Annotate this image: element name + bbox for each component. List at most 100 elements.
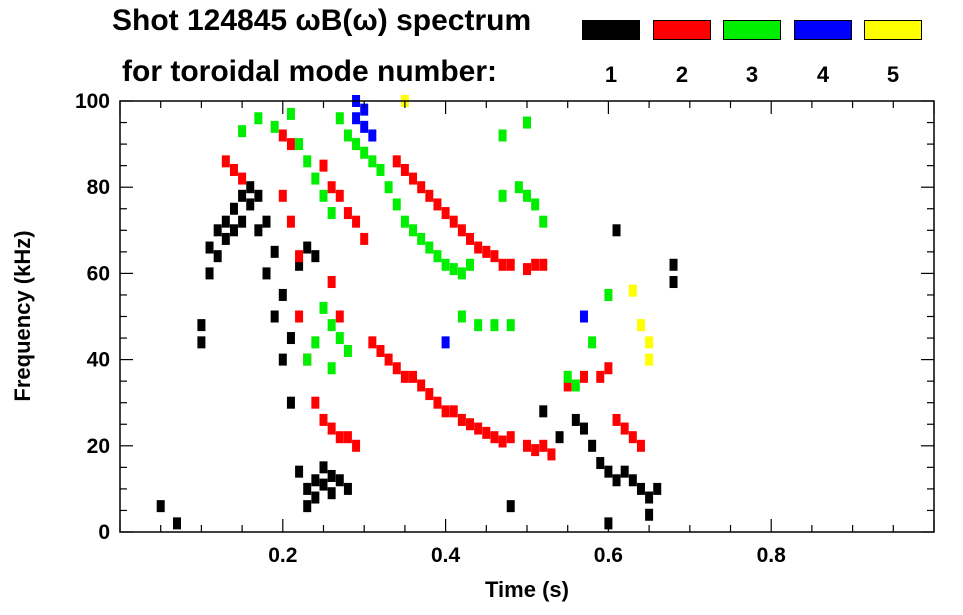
spectrum-point-mode-2 <box>579 370 588 383</box>
spectrum-point-mode-2 <box>523 263 531 276</box>
x-axis-title: Time (s) <box>485 577 569 602</box>
spectrum-point-mode-1 <box>612 474 621 487</box>
spectrum-point-mode-4 <box>360 120 369 133</box>
spectrum-point-mode-1 <box>262 267 271 280</box>
spectrum-point-mode-2 <box>409 172 418 185</box>
legend-swatch-1 <box>582 20 640 40</box>
tick-labels: 0 20 40 60 80 100 0.2 0.4 0.6 0.8 <box>75 90 786 567</box>
spectrum-point-mode-2 <box>482 245 491 258</box>
spectrum-point-mode-3 <box>343 129 352 142</box>
spectrum-point-mode-1 <box>596 457 605 470</box>
spectrum-point-mode-1 <box>262 215 271 228</box>
spectrum-point-mode-2 <box>539 439 548 452</box>
spectrum-point-mode-1 <box>669 276 678 289</box>
spectrum-point-mode-5 <box>628 284 637 297</box>
spectrum-point-mode-4 <box>368 129 377 142</box>
spectrum-point-mode-3 <box>238 125 247 138</box>
spectrum-point-mode-1 <box>311 491 320 504</box>
y-tick-label: 100 <box>75 90 110 113</box>
spectrum-point-mode-3 <box>360 146 369 159</box>
spectrum-point-mode-3 <box>400 215 409 228</box>
legend-swatch-4 <box>794 20 852 40</box>
spectrum-point-mode-1 <box>579 422 588 435</box>
spectrum-point-mode-2 <box>531 258 540 271</box>
spectrum-point-mode-2 <box>417 181 426 194</box>
spectrum-point-mode-2 <box>457 413 466 426</box>
x-tick-label: 0.4 <box>431 544 461 567</box>
spectrum-point-mode-2 <box>352 215 361 228</box>
spectrum-point-mode-3 <box>417 232 426 245</box>
spectrum-point-mode-2 <box>547 448 556 461</box>
spectrum-point-mode-2 <box>417 379 426 392</box>
spectrum-point-mode-3 <box>335 332 344 345</box>
spectrum-point-mode-3 <box>295 138 304 151</box>
y-tick-label: 80 <box>87 176 110 199</box>
spectrum-point-mode-2 <box>531 444 540 457</box>
spectrum-point-mode-2 <box>620 422 629 435</box>
spectrum-point-mode-1 <box>229 202 238 215</box>
spectrum-point-mode-3 <box>514 181 523 194</box>
spectrum-point-mode-2 <box>457 224 466 237</box>
legend-caption: for toroidal mode number: <box>122 55 497 88</box>
spectrum-point-mode-2 <box>449 405 458 418</box>
spectrum-point-mode-1 <box>311 474 320 487</box>
y-tick-label: 20 <box>87 435 110 458</box>
spectrum-point-mode-3 <box>392 198 401 211</box>
legend-label-5: 5 <box>886 62 900 87</box>
spectrum-point-mode-1 <box>335 474 344 487</box>
spectrum-point-mode-1 <box>645 491 654 504</box>
spectrum-point-mode-2 <box>295 250 304 263</box>
spectrum-point-mode-2 <box>466 418 475 431</box>
spectrum-point-mode-3 <box>343 344 352 357</box>
spectrum-point-mode-3 <box>327 207 336 220</box>
spectrum-point-mode-2 <box>319 413 328 426</box>
spectrum-point-mode-1 <box>221 232 230 245</box>
spectrum-point-mode-1 <box>278 353 287 366</box>
spectrum-point-mode-1 <box>238 215 247 228</box>
spectrum-point-mode-3 <box>490 319 499 332</box>
spectrum-point-mode-3 <box>498 189 507 202</box>
spectrum-point-mode-3 <box>319 301 328 314</box>
spectrum-point-mode-3 <box>319 189 328 202</box>
spectrum-point-mode-1 <box>311 250 320 263</box>
spectrum-point-mode-1 <box>645 508 654 521</box>
spectrum-point-mode-1 <box>286 396 295 409</box>
plot-frame <box>119 100 935 533</box>
legend-label-1: 1 <box>604 62 618 87</box>
spectrum-point-mode-5 <box>636 319 645 332</box>
spectrum-point-mode-1 <box>286 332 295 345</box>
spectrum-point-mode-3 <box>254 112 263 125</box>
spectrum-point-mode-1 <box>197 319 206 332</box>
spectrum-point-mode-3 <box>303 353 312 366</box>
spectrum-point-mode-1 <box>327 469 336 482</box>
spectrum-point-mode-3 <box>368 155 377 168</box>
spectrum-point-mode-3 <box>270 120 279 133</box>
spectrum-point-mode-2 <box>400 163 409 176</box>
spectrum-point-mode-2 <box>311 396 320 409</box>
spectrum-point-mode-2 <box>506 431 515 444</box>
spectrum-point-mode-2 <box>523 439 531 452</box>
spectrum-point-mode-2 <box>335 431 344 444</box>
spectrum-point-mode-2 <box>474 422 483 435</box>
spectrum-point-mode-2 <box>474 241 483 254</box>
spectrum-point-mode-1 <box>238 189 247 202</box>
spectrum-point-mode-3 <box>425 241 434 254</box>
spectrum-point-mode-2 <box>490 250 499 263</box>
spectrum-point-mode-2 <box>563 379 572 392</box>
spectrum-point-mode-2 <box>498 435 507 448</box>
spectrum-point-mode-1 <box>213 250 222 263</box>
spectrum-point-mode-3 <box>523 189 531 202</box>
y-axis-title: Frequency (kHz) <box>10 230 35 401</box>
legend-label-4: 4 <box>816 62 830 87</box>
spectrum-point-mode-3 <box>441 258 450 271</box>
spectrum-point-mode-2 <box>596 370 605 383</box>
y-tick-label: 60 <box>87 262 110 285</box>
spectrum-point-mode-2 <box>319 159 328 172</box>
spectrum-point-mode-1 <box>156 500 165 513</box>
spectrum-point-mode-2 <box>604 362 613 375</box>
spectrum-point-mode-2 <box>425 388 434 401</box>
spectrum-point-mode-1 <box>327 487 336 500</box>
spectrum-point-mode-1 <box>197 336 206 349</box>
x-tick-label: 0.8 <box>757 544 787 567</box>
